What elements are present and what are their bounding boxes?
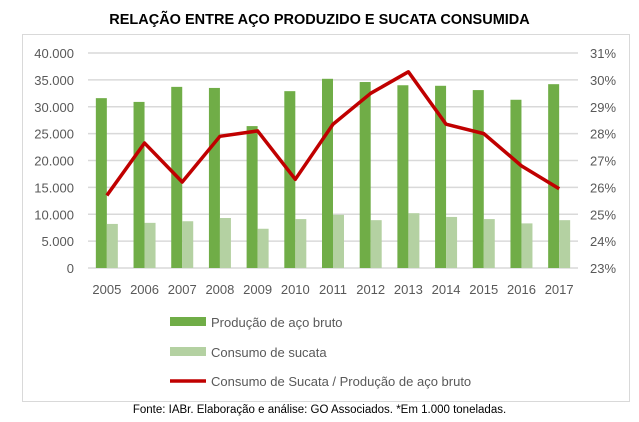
left-tick-label: 30.000	[34, 100, 74, 115]
x-tick-label: 2012	[356, 282, 385, 297]
right-tick-label: 26%	[590, 180, 616, 195]
left-tick-label: 20.000	[34, 154, 74, 169]
x-tick-label: 2013	[394, 282, 423, 297]
chart-frame	[22, 34, 630, 402]
right-tick-label: 29%	[590, 100, 616, 115]
bar-sucata	[483, 219, 495, 268]
bar-sucata	[408, 213, 420, 268]
x-tick-label: 2007	[168, 282, 197, 297]
x-tick-label: 2006	[130, 282, 159, 297]
right-tick-label: 24%	[590, 234, 616, 249]
legend-label: Produção de aço bruto	[211, 315, 343, 330]
left-tick-label: 40.000	[34, 46, 74, 61]
bar-producao	[322, 78, 333, 268]
right-tick-label: 31%	[590, 46, 616, 61]
right-tick-label: 28%	[590, 127, 616, 142]
bar-producao	[510, 99, 522, 268]
bar-producao	[359, 82, 371, 269]
bar-producao	[435, 85, 447, 268]
bar-sucata	[257, 228, 269, 268]
bar-sucata	[295, 219, 307, 268]
x-tick-label: 2015	[469, 282, 498, 297]
legend-label: Consumo de sucata	[211, 345, 327, 360]
bar-producao	[548, 84, 560, 268]
chart-title: RELAÇÃO ENTRE AÇO PRODUZIDO E SUCATA CON…	[109, 12, 530, 28]
left-tick-label: 5.000	[41, 234, 74, 249]
bar-producao	[95, 98, 107, 269]
x-tick-label: 2005	[92, 282, 121, 297]
right-tick-label: 27%	[590, 154, 616, 169]
legend-label: Consumo de Sucata / Produção de aço brut…	[211, 374, 471, 389]
x-tick-label: 2008	[205, 282, 234, 297]
x-tick-label: 2017	[545, 282, 574, 297]
bar-sucata	[144, 222, 156, 268]
legend-swatch	[170, 317, 206, 326]
x-tick-label: 2014	[432, 282, 461, 297]
bar-sucata	[521, 223, 533, 268]
left-tick-label: 35.000	[34, 73, 74, 88]
bar-sucata	[106, 223, 118, 268]
x-tick-label: 2010	[281, 282, 310, 297]
right-tick-label: 25%	[590, 207, 616, 222]
left-tick-label: 10.000	[34, 207, 74, 222]
bar-producao	[133, 101, 145, 268]
bar-producao	[246, 126, 258, 268]
footnote: Fonte: IABr. Elaboração e análise: GO As…	[132, 404, 507, 416]
right-tick-label: 23%	[590, 261, 616, 276]
bar-producao	[284, 91, 296, 268]
left-tick-label: 15.000	[34, 180, 74, 195]
bar-sucata	[370, 220, 382, 268]
bar-sucata	[333, 214, 344, 268]
bar-sucata	[559, 220, 571, 268]
right-tick-label: 30%	[590, 73, 616, 88]
left-tick-label: 25.000	[34, 127, 74, 142]
x-tick-label: 2016	[507, 282, 536, 297]
bar-producao	[208, 87, 220, 268]
bar-producao	[397, 85, 409, 268]
bar-sucata	[182, 221, 194, 268]
bar-sucata	[219, 218, 231, 268]
legend-swatch	[170, 347, 206, 356]
bar-producao	[472, 90, 484, 269]
x-tick-label: 2009	[243, 282, 272, 297]
left-tick-label: 0	[67, 261, 74, 276]
x-tick-label: 2011	[319, 282, 347, 297]
bar-sucata	[446, 216, 458, 268]
